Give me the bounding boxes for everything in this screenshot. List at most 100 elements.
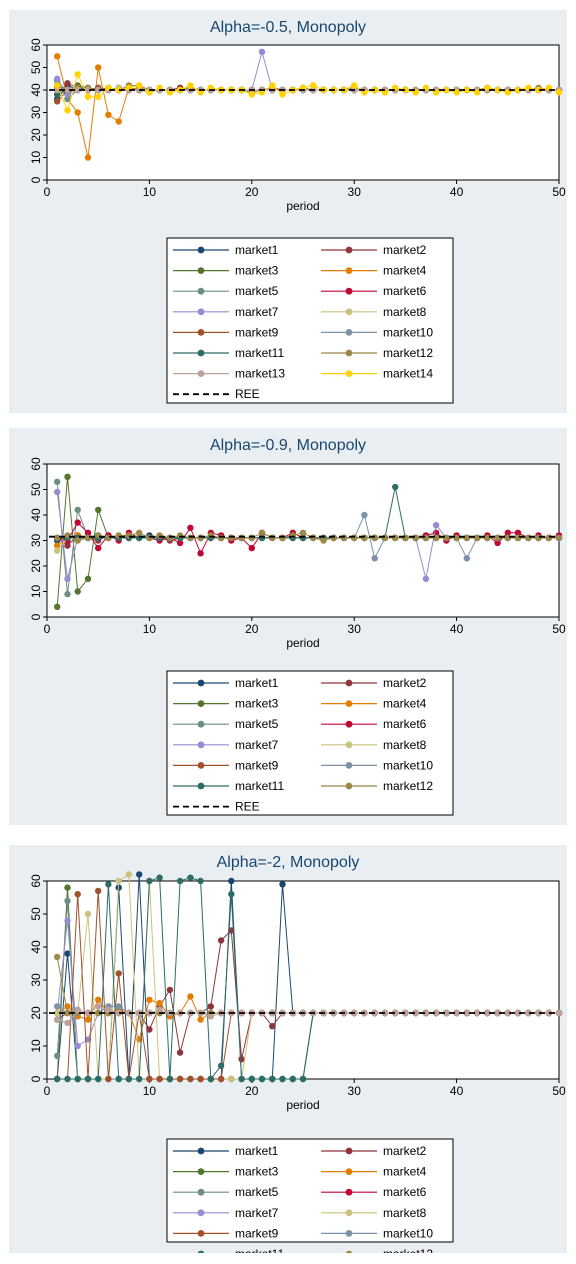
data-point-market12-30 [351, 534, 358, 542]
data-point-market13-36 [412, 1009, 419, 1017]
x-axis-label: period [286, 636, 319, 650]
data-point-market14-9 [136, 82, 143, 89]
legend-marker-market7 [197, 741, 205, 749]
data-point-market2-2 [64, 542, 71, 549]
data-point-market6-4 [84, 529, 92, 536]
data-point-market12-11 [156, 532, 163, 539]
legend-marker-market4 [345, 1168, 353, 1175]
data-point-market11-16 [207, 1075, 214, 1083]
legend-label-market11: market11 [235, 1247, 284, 1253]
data-point-market11-34 [392, 483, 399, 491]
data-point-market9-7 [115, 970, 122, 977]
data-point-market12-1 [54, 534, 61, 542]
data-point-market12-21 [258, 529, 266, 536]
x-axis-label: period [286, 199, 319, 213]
data-point-market11-17 [217, 1062, 225, 1069]
data-point-market12-5 [95, 1009, 102, 1017]
y-tick-label: 40 [29, 508, 43, 522]
legend-label-market5: market5 [235, 717, 279, 731]
data-point-market3-2 [64, 884, 71, 891]
y-tick-label: 30 [29, 973, 43, 987]
legend-label-market12: market12 [383, 1247, 433, 1253]
data-point-market14-14 [187, 82, 194, 89]
data-point-market13-3 [74, 86, 81, 94]
data-point-market11-18 [228, 891, 235, 898]
data-point-market11-25 [299, 1075, 307, 1083]
data-point-market5-1 [54, 1052, 61, 1060]
data-point-market11-3 [74, 1075, 81, 1083]
data-point-market9-10 [146, 1075, 153, 1083]
y-tick-label: 40 [29, 940, 43, 954]
data-point-market13-44 [494, 1009, 501, 1017]
data-point-market6-13 [176, 539, 184, 547]
legend-marker-market11 [197, 782, 205, 790]
data-point-market3-2 [64, 473, 71, 480]
data-point-market7-2 [64, 575, 71, 582]
legend-label-market9: market9 [235, 325, 279, 339]
data-point-market12-15 [197, 534, 204, 542]
data-point-market10-41 [463, 555, 470, 562]
x-tick-label: 50 [552, 622, 566, 636]
legend-label-market8: market8 [383, 738, 427, 752]
data-point-market4-1 [54, 542, 61, 549]
legend-label-market5: market5 [235, 284, 279, 298]
legend-marker-market8 [345, 1209, 353, 1217]
legend-marker-market14 [345, 370, 353, 377]
data-point-market11-9 [136, 1075, 143, 1083]
data-point-market11-4 [84, 1075, 92, 1083]
data-point-market13-1 [54, 1016, 61, 1023]
x-tick-label: 20 [245, 1084, 259, 1098]
data-point-market14-44 [494, 86, 501, 94]
legend-marker-market13 [197, 370, 205, 377]
data-point-market12-20 [248, 534, 255, 542]
legend-label-market2: market2 [383, 1144, 427, 1158]
legend-label-market6: market6 [383, 717, 427, 731]
data-point-market13-38 [432, 1009, 440, 1017]
legend-marker-market12 [345, 782, 353, 790]
data-point-market12-24 [289, 532, 296, 539]
legend-label-market8: market8 [383, 1206, 427, 1220]
data-point-market11-13 [176, 877, 184, 885]
data-point-market12-10 [146, 534, 153, 542]
data-point-market2-10 [146, 1026, 153, 1033]
plot-area [46, 44, 560, 181]
data-point-market11-14 [187, 874, 194, 881]
data-point-market12-14 [187, 534, 194, 542]
data-point-market9-3 [74, 891, 81, 898]
legend-label-market3: market3 [235, 697, 279, 711]
data-point-market13-16 [207, 1013, 214, 1020]
data-point-market12-4 [84, 534, 92, 542]
data-point-market11-1 [54, 91, 61, 98]
chart-3: Alpha=-2, Monopoly 0 10 20 30 40 50 60 0 10 20 30 40… [29, 854, 566, 1253]
data-point-market12-46 [514, 534, 522, 542]
data-point-market13-43 [484, 1009, 491, 1017]
chart-panel-2: Alpha=-0.9, Monopoly 0 10 20 30 40 50 60 0 10 20 30… [9, 428, 567, 825]
chart-panel-1: Alpha=-0.5, Monopoly 0 10 20 30 40 50 60 0 10 20 30… [9, 10, 567, 413]
chart-panel-3: Alpha=-2, Monopoly 0 10 20 30 40 50 60 0 10 20 30 40… [9, 845, 567, 1253]
data-point-market14-7 [115, 86, 122, 94]
legend-label-market6: market6 [383, 1185, 427, 1199]
data-point-market3-4 [84, 575, 92, 582]
x-tick-label: 20 [245, 185, 259, 199]
legend-marker-market3 [197, 267, 205, 274]
data-point-market11-8 [125, 1075, 133, 1083]
legend-marker-market1 [197, 1147, 205, 1155]
data-point-market14-26 [310, 82, 317, 89]
y-tick-label: 20 [29, 1006, 43, 1020]
data-point-market12-32 [371, 534, 378, 542]
data-point-market4-10 [146, 996, 153, 1003]
legend-marker-market7 [197, 1209, 205, 1217]
chart-title: Alpha=-0.9, Monopoly [210, 437, 366, 454]
data-point-market9-6 [105, 1075, 112, 1083]
legend-marker-market12 [345, 1250, 353, 1253]
legend-marker-market9 [197, 762, 205, 769]
legend-marker-market8 [345, 741, 353, 749]
data-point-market2-16 [207, 1003, 214, 1010]
data-point-market7-1 [54, 75, 61, 83]
data-point-market14-50 [555, 89, 563, 96]
data-point-market9-5 [95, 887, 102, 895]
data-point-market12-37 [422, 534, 430, 542]
y-tick-label: 40 [29, 83, 43, 97]
data-point-market2-17 [217, 937, 225, 944]
legend-label-market11: market11 [235, 779, 284, 793]
